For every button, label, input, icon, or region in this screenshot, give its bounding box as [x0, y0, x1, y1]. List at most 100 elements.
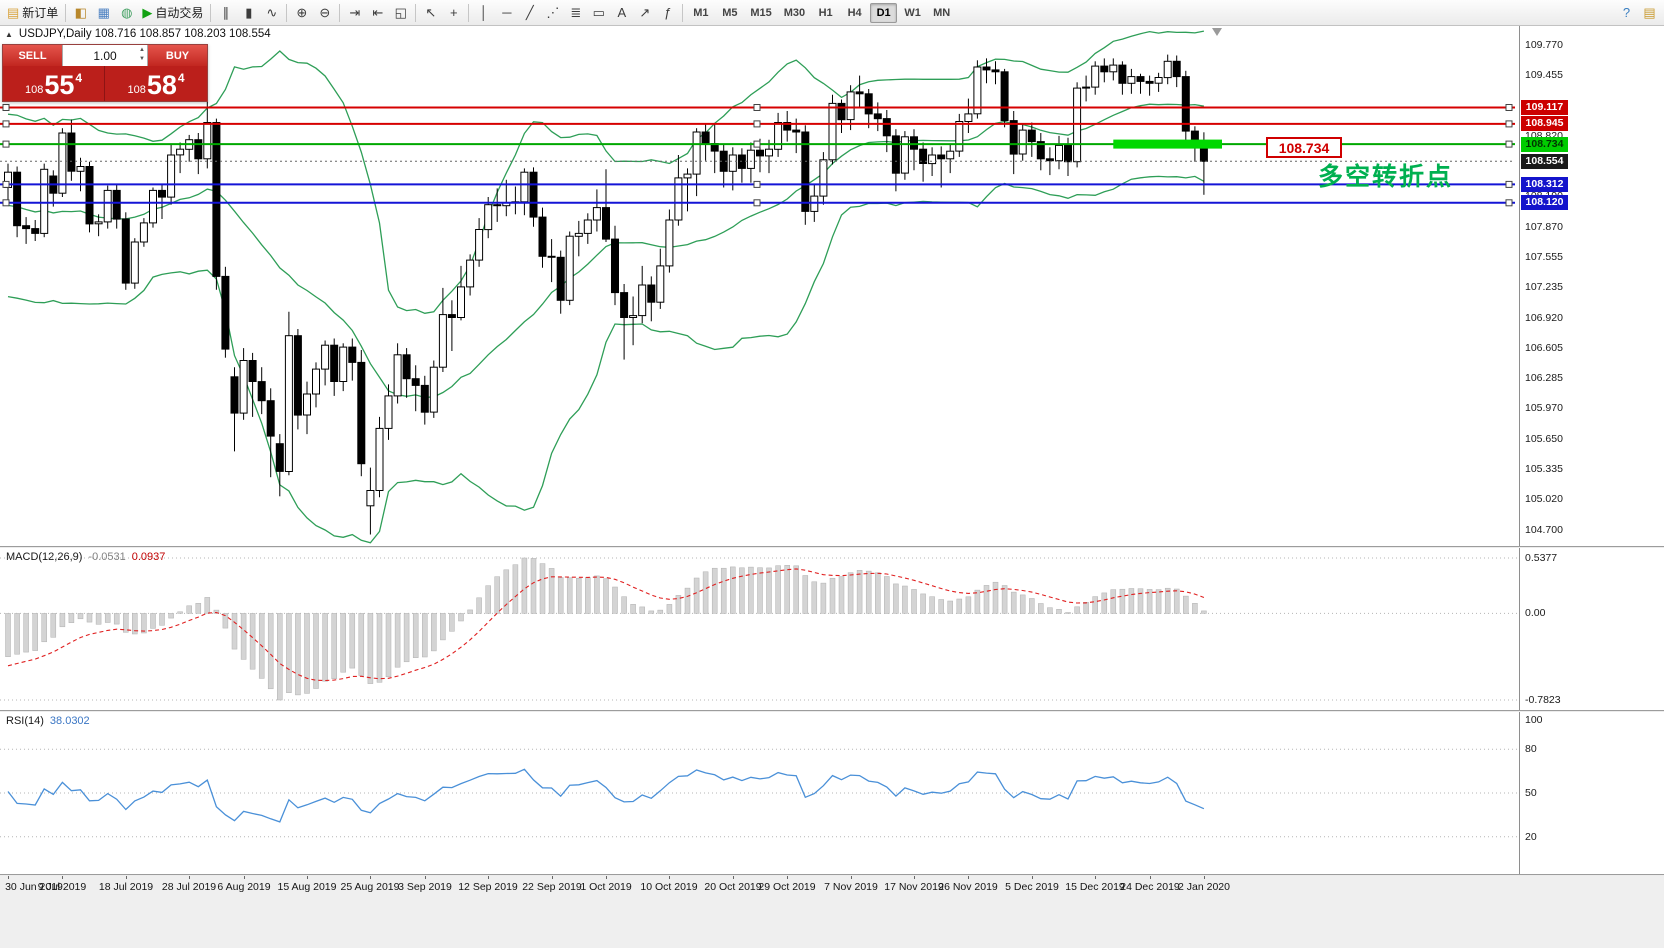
- rsi-scale-label: 100: [1525, 714, 1543, 726]
- panel-separator[interactable]: [0, 546, 1664, 548]
- macd-value: -0.0531: [88, 551, 126, 563]
- timeframe-m5[interactable]: M5: [722, 6, 738, 19]
- bid-pip-digit: 4: [75, 71, 83, 85]
- date-label: 5 Dec 2019: [1005, 881, 1059, 893]
- date-tick: [307, 876, 308, 879]
- toolbar-separator: [339, 3, 341, 22]
- spinner-up-icon[interactable]: ▲: [139, 47, 145, 53]
- arrows-icon: ↗: [639, 5, 651, 20]
- timeframe-mn[interactable]: MN: [933, 6, 951, 19]
- toolbar-separator: [65, 3, 67, 22]
- candles-layer: [4, 54, 1208, 535]
- buy-button[interactable]: BUY: [148, 45, 207, 66]
- main-price-chart[interactable]: [0, 24, 1520, 546]
- date-tick: [1204, 876, 1205, 879]
- macd-panel[interactable]: [0, 548, 1520, 710]
- timeframe-m1[interactable]: M1: [693, 6, 709, 19]
- volume-input[interactable]: 1.00 ▲ ▼: [62, 45, 148, 66]
- symbol-ohlc-text: USDJPY,Daily 108.716 108.857 108.203 108…: [18, 28, 271, 40]
- spinner-down-icon[interactable]: ▼: [139, 56, 145, 62]
- price-marker-108.312: 108.312: [1521, 177, 1568, 192]
- indicators-button[interactable]: ƒ: [656, 2, 679, 24]
- market-watch-button[interactable]: ▦: [92, 2, 115, 24]
- crosshair-button[interactable]: +: [442, 2, 465, 24]
- price-axis-label: 107.235: [1525, 281, 1563, 293]
- autotrading-button[interactable]: ▶ 自动交易: [138, 2, 207, 24]
- one-click-trading-panel: SELL 1.00 ▲ ▼ BUY 108 55 4 108 58 4: [2, 44, 208, 102]
- navigator-button[interactable]: ◍: [115, 2, 138, 24]
- equidistant-channel-button[interactable]: ⋰: [541, 2, 564, 24]
- timeframe-m30[interactable]: M30: [783, 6, 806, 19]
- date-label: 2 Jan 2020: [1178, 881, 1230, 893]
- line-chart-mode-button[interactable]: ∿: [260, 2, 283, 24]
- date-label: 12 Sep 2019: [458, 881, 518, 893]
- shapes-button[interactable]: ▭: [587, 2, 610, 24]
- symbol-header: ▲ USDJPY,Daily 108.716 108.857 108.203 1…: [5, 28, 271, 40]
- sell-button[interactable]: SELL: [3, 45, 62, 66]
- rsi-panel[interactable]: [0, 712, 1520, 874]
- new-order-button[interactable]: ▤ 新订单: [3, 2, 62, 24]
- timeframe-h1[interactable]: H1: [818, 6, 833, 19]
- time-axis[interactable]: 30 Jun 2019 9 Jul 2019 18 Jul 2019 28 Jul 2…: [0, 876, 1664, 948]
- zoom-out-icon: ⊖: [319, 5, 331, 20]
- vertical-line-icon: │: [479, 5, 488, 20]
- level-lines: [0, 104, 1515, 207]
- date-tick: [851, 876, 852, 879]
- zoom-out-button[interactable]: ⊖: [313, 2, 336, 24]
- candlestick-mode-button[interactable]: ▮: [237, 2, 260, 24]
- timeframe-d1[interactable]: D1: [870, 2, 898, 23]
- turning-point-annotation[interactable]: 多空转折点: [1318, 163, 1454, 191]
- price-axis-label: 109.770: [1525, 39, 1563, 51]
- price-axis[interactable]: 109.770109.455108.820108.505108.190107.8…: [1520, 24, 1664, 546]
- timeframe-h4[interactable]: H4: [847, 6, 862, 19]
- bar-chart-mode-button[interactable]: ∥: [214, 2, 237, 24]
- trendline-button[interactable]: ╱: [518, 2, 541, 24]
- price-marker-108.945: 108.945: [1521, 116, 1568, 131]
- auto-scroll-button[interactable]: ⇥: [343, 2, 366, 24]
- timeframe-m15[interactable]: M15: [750, 6, 772, 19]
- line-chart-mode-icon: ∿: [266, 5, 278, 20]
- line-handle: [1505, 199, 1513, 207]
- tile-windows-button[interactable]: ◱: [389, 2, 412, 24]
- price-level-callout[interactable]: 108.734: [1266, 137, 1342, 158]
- date-tick: [244, 876, 245, 879]
- ask-price-display[interactable]: 108 58 4: [105, 66, 207, 101]
- date-tick: [669, 876, 670, 879]
- macd-signal-line: [7, 568, 1205, 682]
- date-label: 25 Aug 2019: [340, 881, 400, 893]
- fibonacci-button[interactable]: ≣: [564, 2, 587, 24]
- volume-spinner[interactable]: ▲ ▼: [139, 46, 145, 64]
- arrows-button[interactable]: ↗: [633, 2, 656, 24]
- line-handle: [753, 180, 761, 188]
- collapse-panel-icon[interactable]: ▲: [5, 29, 13, 39]
- volume-value: 1.00: [93, 48, 117, 63]
- vertical-line-button[interactable]: │: [472, 2, 495, 24]
- price-axis-label: 109.455: [1525, 69, 1563, 81]
- panel-separator[interactable]: [0, 710, 1664, 712]
- date-label: 20 Oct 2019: [704, 881, 762, 893]
- panels-button[interactable]: ▤: [1638, 2, 1661, 24]
- price-axis-label: 104.700: [1525, 524, 1563, 536]
- date-tick: [425, 876, 426, 879]
- help-button[interactable]: ?: [1615, 2, 1638, 24]
- toolbar-separator: [286, 3, 288, 22]
- toolbar-separator: [210, 3, 212, 22]
- indicators-icon: ƒ: [664, 5, 672, 20]
- date-tick: [370, 876, 371, 879]
- toolbar-separator: [415, 3, 417, 22]
- bid-price-display[interactable]: 108 55 4: [3, 66, 105, 101]
- chart-shift-button[interactable]: ⇤: [366, 2, 389, 24]
- price-axis-border: [1519, 24, 1520, 876]
- timeframe-w1[interactable]: W1: [904, 6, 921, 19]
- chart-shift-icon: ⇤: [372, 5, 384, 20]
- price-axis-label: 107.870: [1525, 221, 1563, 233]
- zoom-in-button[interactable]: ⊕: [290, 2, 313, 24]
- date-label: 15 Dec 2019: [1065, 881, 1125, 893]
- horizontal-line-button[interactable]: ─: [495, 2, 518, 24]
- panel-separator[interactable]: [0, 874, 1664, 876]
- date-tick: [1150, 876, 1151, 879]
- text-label-button[interactable]: A: [610, 2, 633, 24]
- cursor-button[interactable]: ↖: [419, 2, 442, 24]
- charts-button[interactable]: ◧: [69, 2, 92, 24]
- line-handle: [2, 140, 10, 148]
